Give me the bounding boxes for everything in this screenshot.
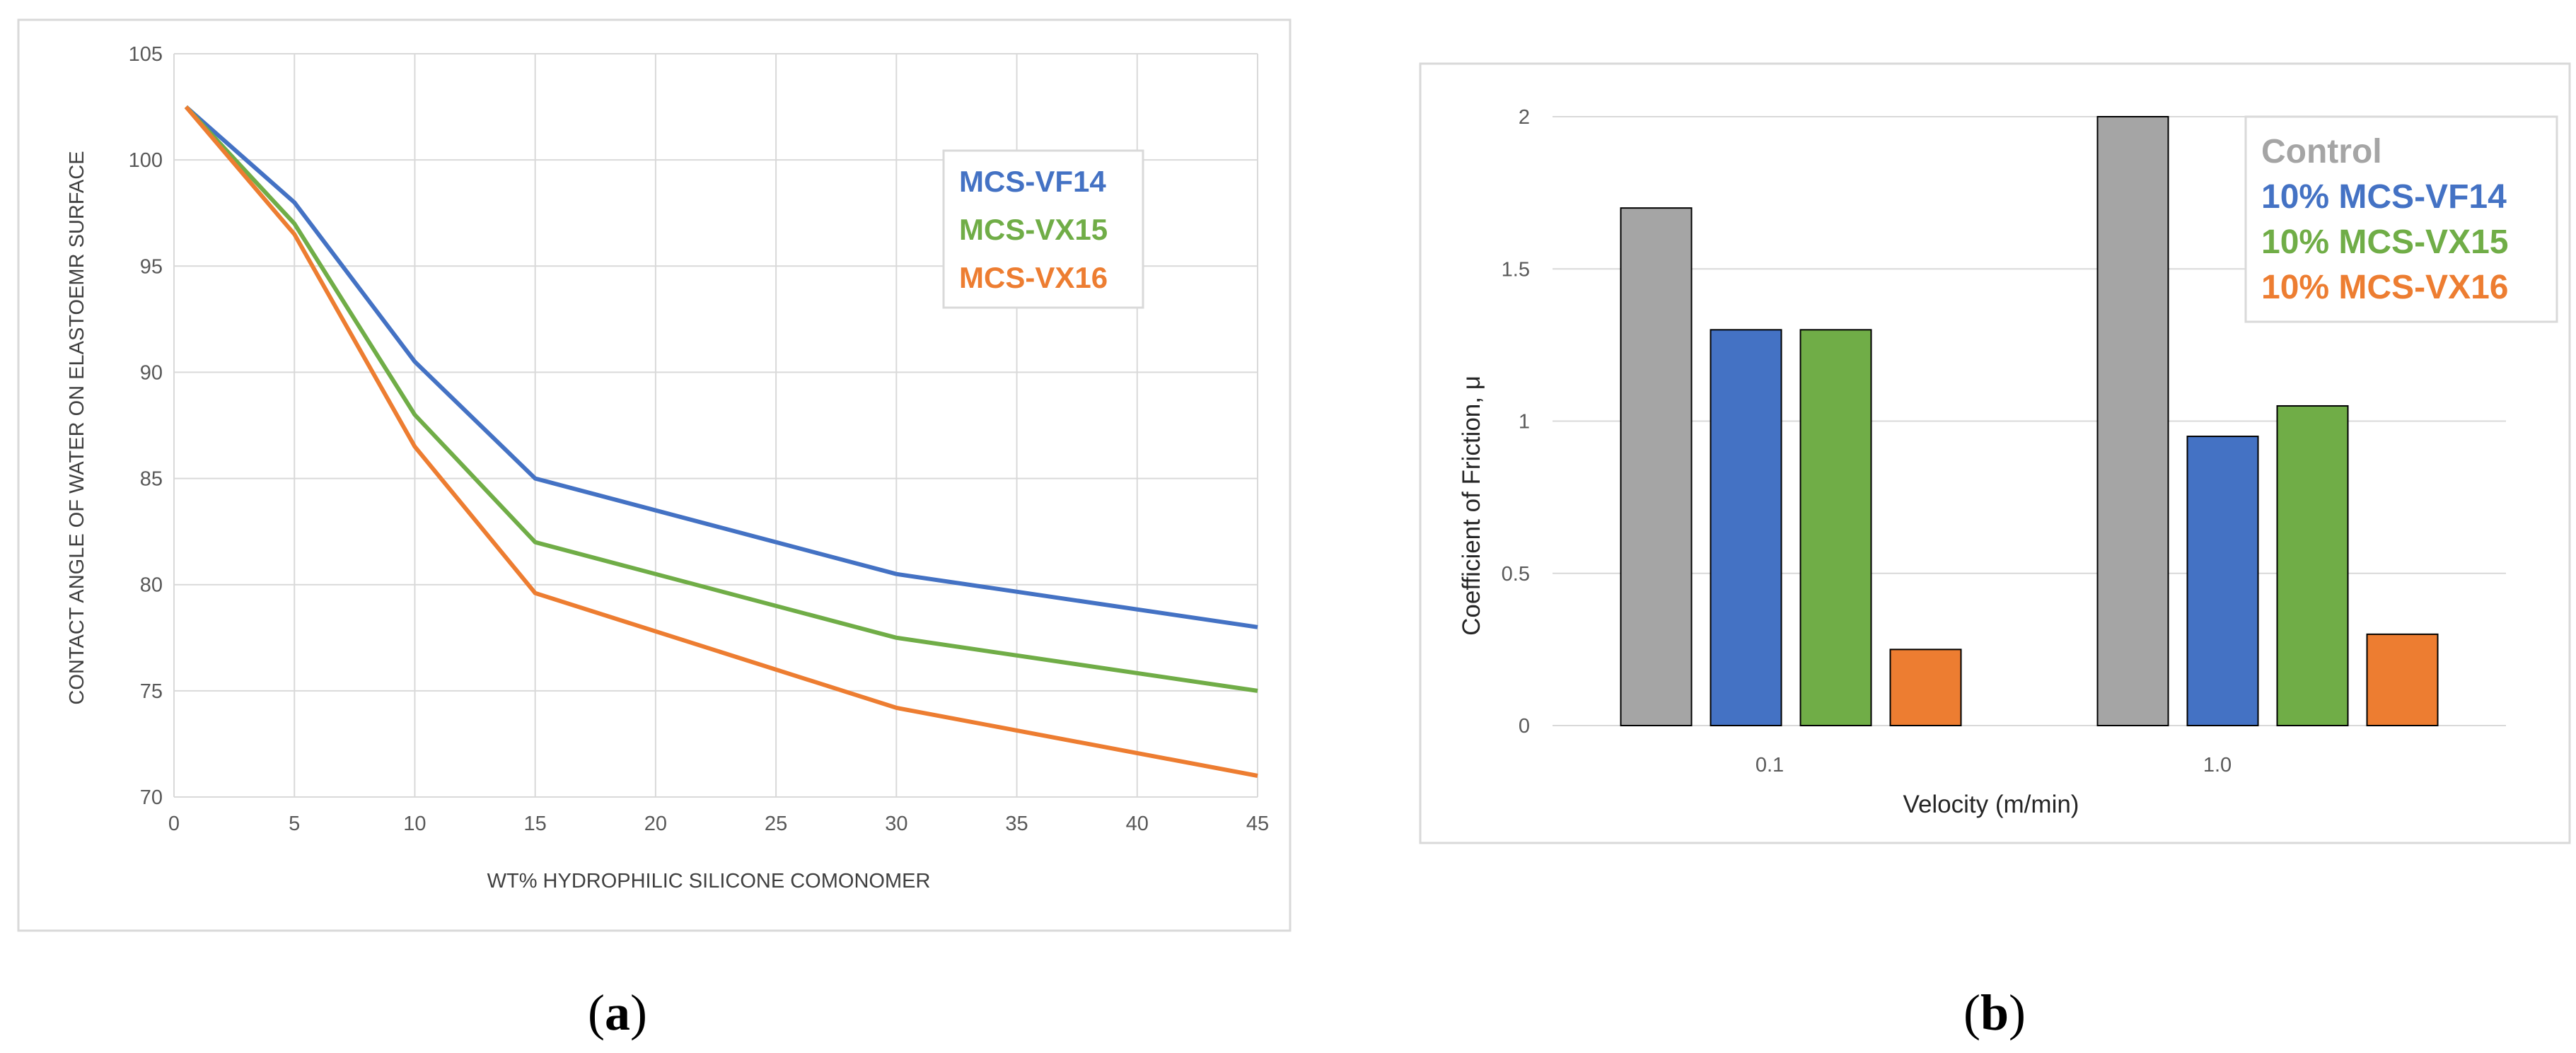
chart-a-y-tick-75: 75: [140, 680, 163, 703]
caption-b-open: (: [1963, 984, 1980, 1041]
chart-a-line-mcs-vf14: [185, 105, 1258, 629]
chart-b-y-tick-1: 1: [1519, 411, 1530, 434]
chart-a-legend-mcs-vf14: MCS-VF14: [959, 165, 1106, 198]
chart-b-bar-10-mcs-vx16-0-1: [1889, 648, 1962, 726]
chart-a-x-tick-20: 20: [644, 813, 667, 835]
chart-b-legend-control: Control: [2261, 133, 2382, 170]
chart-a-x-tick-labels: 0 5 10 15 20 25 30 35 40 45: [168, 813, 1269, 835]
caption-a-close: ): [630, 984, 647, 1041]
chart-a-x-axis-title: WT% HYDROPHILIC SILICONE COMONOMER: [487, 870, 931, 892]
chart-a-line-mcs-vx15: [184, 105, 1258, 693]
chart-a-x-tick-40: 40: [1126, 813, 1149, 835]
chart-a-x-tick-30: 30: [885, 813, 907, 835]
chart-b-legend-mcs-vx16: 10% MCS-VX16: [2261, 269, 2508, 306]
chart-b-y-tick-labels: 0 0.5 1 1.5 2: [1502, 106, 1530, 738]
chart-b-bar-10-mcs-vx15-1-0: [2276, 405, 2349, 726]
chart-a-x-tick-0: 0: [168, 813, 180, 835]
caption-b-letter: b: [1980, 984, 2009, 1041]
chart-b-bar-10-mcs-vf14-1-0: [2186, 436, 2259, 727]
chart-a-y-tick-80: 80: [140, 574, 163, 597]
chart-b-y-tick-1-5: 1.5: [1502, 258, 1530, 281]
caption-a: (a): [588, 984, 647, 1041]
chart-a-x-tick-5: 5: [289, 813, 300, 835]
chart-b-bar-10-mcs-vx16-1-0: [2366, 633, 2439, 726]
chart-a-series-lines: [184, 105, 1258, 778]
chart-b-bar-control-0-1: [1620, 207, 1693, 726]
chart-a-x-tick-35: 35: [1005, 813, 1028, 835]
chart-b-legend-box: [2244, 115, 2558, 323]
chart-a-legend-box: [942, 149, 1144, 309]
chart-a-y-tick-95: 95: [140, 255, 163, 278]
chart-a-y-tick-85: 85: [140, 468, 163, 491]
caption-a-letter: a: [605, 984, 630, 1041]
chart-b-bar-10-mcs-vf14-0-1: [1710, 329, 1782, 727]
chart-b-category-label-0-1: 0.1: [1756, 754, 1784, 776]
chart-b-legend: Control 10% MCS-VF14 10% MCS-VX15 10% MC…: [2244, 115, 2558, 323]
chart-b-legend-mcs-vf14: 10% MCS-VF14: [2261, 178, 2507, 216]
chart-a-legend-mcs-vx16: MCS-VX16: [959, 261, 1108, 294]
chart-a-x-tick-45: 45: [1246, 813, 1269, 835]
chart-a-x-tick-25: 25: [765, 813, 787, 835]
chart-a-y-tick-105: 105: [129, 43, 163, 66]
chart-a-line-mcs-vx16: [184, 105, 1258, 778]
chart-b-y-axis-title: Coefficient of Friction, μ: [1458, 376, 1485, 636]
chart-a-legend: MCS-VF14 MCS-VX15 MCS-VX16: [942, 149, 1144, 309]
chart-a-y-tick-100: 100: [129, 149, 163, 172]
chart-b-y-tick-0-5: 0.5: [1502, 563, 1530, 586]
chart-b-y-tick-0: 0: [1519, 715, 1530, 738]
chart-b-legend-mcs-vx15: 10% MCS-VX15: [2261, 223, 2508, 261]
chart-b-y-tick-2: 2: [1519, 106, 1530, 129]
chart-b-bar-control-1-0: [2096, 116, 2169, 726]
caption-b-close: ): [2009, 984, 2026, 1041]
caption-a-open: (: [588, 984, 605, 1041]
chart-a-x-tick-10: 10: [403, 813, 426, 835]
chart-b-x-axis-title: Velocity (m/min): [1903, 791, 2079, 818]
chart-b-bar-10-mcs-vx15-0-1: [1799, 329, 1872, 727]
chart-a: 0 5 10 15 20 25 30 35 40 45 70 75 80 85 90 95 100 105 WT…: [17, 18, 1292, 932]
chart-b: 0 0.5 1 1.5 2 0.1 1.0 Velocity (m/min) Coeff…: [1419, 62, 2571, 844]
chart-a-legend-mcs-vx15: MCS-VX15: [959, 213, 1108, 246]
caption-b: (b): [1963, 984, 2026, 1041]
chart-a-y-axis-title: CONTACT ANGLE OF WATER ON ELASTOEMR SURF…: [66, 151, 88, 704]
chart-a-y-tick-labels: 70 75 80 85 90 95 100 105: [129, 43, 163, 809]
chart-a-x-tick-15: 15: [524, 813, 547, 835]
chart-b-category-label-1-0: 1.0: [2203, 754, 2232, 776]
chart-a-y-tick-90: 90: [140, 361, 163, 384]
chart-a-y-tick-70: 70: [140, 786, 163, 809]
chart-b-bars: [1620, 116, 2439, 727]
